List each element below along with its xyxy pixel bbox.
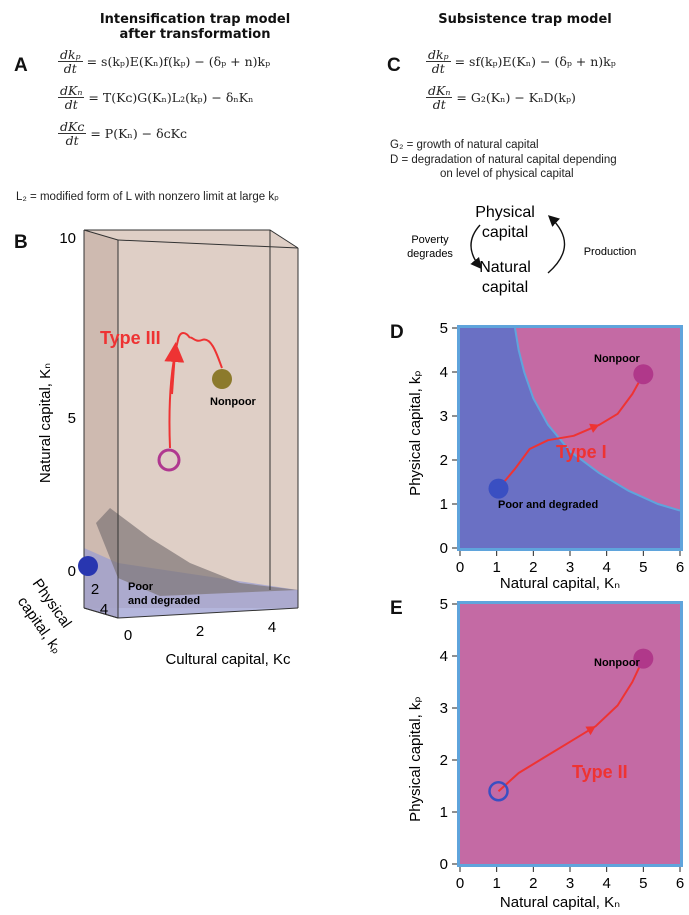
kp-tick-2: 2 [91,581,99,598]
equation-a1: dkₚ dt = s(kₚ)E(Kₙ)f(kₚ) − (δₚ + n)kₚ [58,47,271,76]
equilibrium-point [488,478,509,499]
x-tick-label: 6 [676,559,684,576]
plot-3d: 10 5 0 0 2 4 2 4 Natural capital, Kₙ Cul… [14,229,299,668]
y-tick-label: 3 [440,408,448,425]
trajectory-type-iii-tail [189,336,223,369]
start-point-3d [157,448,181,472]
kc-tick-4: 4 [268,619,276,636]
y-tick-label: 4 [440,364,448,381]
y-tick-label: 1 [440,496,448,513]
x-tick-label: 0 [456,559,464,576]
d-nonpoor-label: Nonpoor [594,353,641,365]
y-tick-label: 3 [440,700,448,717]
z-tick-10: 10 [59,230,76,247]
cycle-right-label: Production [584,246,637,258]
e-x-axis-label: Natural capital, Kₙ [500,894,620,911]
x-tick-label: 5 [639,559,647,576]
e-nonpoor-label: Nonpoor [594,657,641,669]
cycle-left-line1: Poverty [411,234,449,246]
trajectory-arrowhead [589,423,600,433]
trajectory-arrowhead [585,726,596,736]
y-tick-label: 2 [440,452,448,469]
x-tick-label: 2 [529,559,537,576]
equation-a3: dKᴄ dt = P(Kₙ) − δᴄKᴄ [58,119,187,148]
x-tick-label: 3 [566,559,574,576]
d-y-axis-label: Physical capital, kₚ [407,370,424,496]
d-type-i-label: Type I [556,442,607,462]
y-tick-label: 5 [440,596,448,613]
nonpoor-label-3d: Nonpoor [210,396,257,408]
y-tick-label: 1 [440,804,448,821]
cycle-left-arrow [470,224,482,270]
trajectory [497,658,645,792]
poor-label-3d-line1: Poor [128,581,154,593]
y-tick-label: 0 [440,856,448,873]
note-d2: on level of physical capital [440,168,574,180]
panel-label-c: C [387,55,401,76]
left-heading-line2: after transformation [119,27,271,42]
note-l2: L₂ = modified form of L with nonzero lim… [16,191,280,203]
note-g2: G₂ = growth of natural capital [390,139,539,151]
panel-label-b: B [14,232,28,253]
y-tick-label: 0 [440,540,448,557]
kc-tick-0: 0 [124,627,132,644]
box-edges [83,229,299,619]
cycle-top-line1: Physical [475,204,535,221]
panel-label-d: D [390,322,404,343]
z-axis-label: Natural capital, Kₙ [37,363,54,483]
x-tick-label: 3 [566,875,574,892]
poor-label-3d-line2: and degraded [128,595,200,607]
type-iii-label: Type III [100,328,161,348]
equation-c2: dKₙ dt = G₂(Kₙ) − KₙD(kₚ) [426,83,576,112]
phase-plot-d: 0 1 2 3 4 5 6 0 1 2 3 4 5 Physical capital, kₚ Natur… [407,320,684,592]
x-tick-label: 2 [529,875,537,892]
x-tick-label: 4 [602,559,610,576]
left-heading-line1: Intensification trap model [99,12,291,27]
d-poor-label: Poor and degraded [498,499,598,511]
equation-a2: dKₙ dt = T(Kᴄ)G(Kₙ)L₂(kₚ) − δₙKₙ [58,83,254,112]
x-tick-label: 6 [676,875,684,892]
kc-tick-2: 2 [196,623,204,640]
phase-plot-e: 0 1 2 3 4 5 6 0 1 2 3 4 5 Physical capital, kₚ Natur… [407,596,684,911]
e-type-ii-label: Type II [572,762,628,782]
panel-label-a: A [14,55,28,76]
equilibrium-point [633,648,654,669]
x-tick-label: 4 [602,875,610,892]
trajectory-arrow [164,342,185,395]
x-tick-label: 1 [492,559,500,576]
equations-a: dkₚ dt = s(kₚ)E(Kₙ)f(kₚ) − (δₚ + n)kₚ dKₙ d… [58,48,270,156]
cycle-bottom-line2: capital [482,279,528,296]
y-tick-label: 2 [440,752,448,769]
z-tick-5: 5 [68,410,76,427]
nonpoor-region [460,604,680,864]
equilibrium-point [633,364,654,385]
cycle-bottom-line1: Natural [479,259,531,276]
separatrix-surface [96,508,298,596]
note-d: D = degradation of natural capital depen… [390,154,617,166]
cycle-right-arrow [547,215,566,274]
cycle-left-line2: degrades [407,248,453,260]
z-tick-0: 0 [68,563,76,580]
x-tick-label: 0 [456,875,464,892]
poor-point-3d [78,556,98,576]
d-x-axis-label: Natural capital, Kₙ [500,575,620,592]
left-heading: Intensification trap model after transfo… [50,12,340,42]
nonpoor-point-3d [212,369,232,389]
right-heading: Subsistence trap model [438,12,612,27]
kc-axis-label: Cultural capital, Kᴄ [165,651,291,668]
x-tick-label: 1 [492,875,500,892]
back-plane [84,230,298,608]
cycle-top-line2: capital [482,224,528,241]
x-tick-label: 5 [639,875,647,892]
start-point [488,780,509,802]
trajectory [497,373,645,490]
e-y-axis-label: Physical capital, kₚ [407,696,424,822]
equations-c: dkₚ dt = sf(kₚ)E(Kₙ) − (δₚ + n)kₚ dKₙ dt = G… [426,48,616,120]
capital-cycle-diagram: Physical capital Natural capital Poverty… [407,204,637,296]
y-tick-label: 4 [440,648,448,665]
y-tick-label: 5 [440,320,448,337]
equation-c1: dkₚ dt = sf(kₚ)E(Kₙ) − (δₚ + n)kₚ [426,47,616,76]
panel-label-e: E [390,598,403,619]
kp-tick-4: 4 [100,601,108,618]
